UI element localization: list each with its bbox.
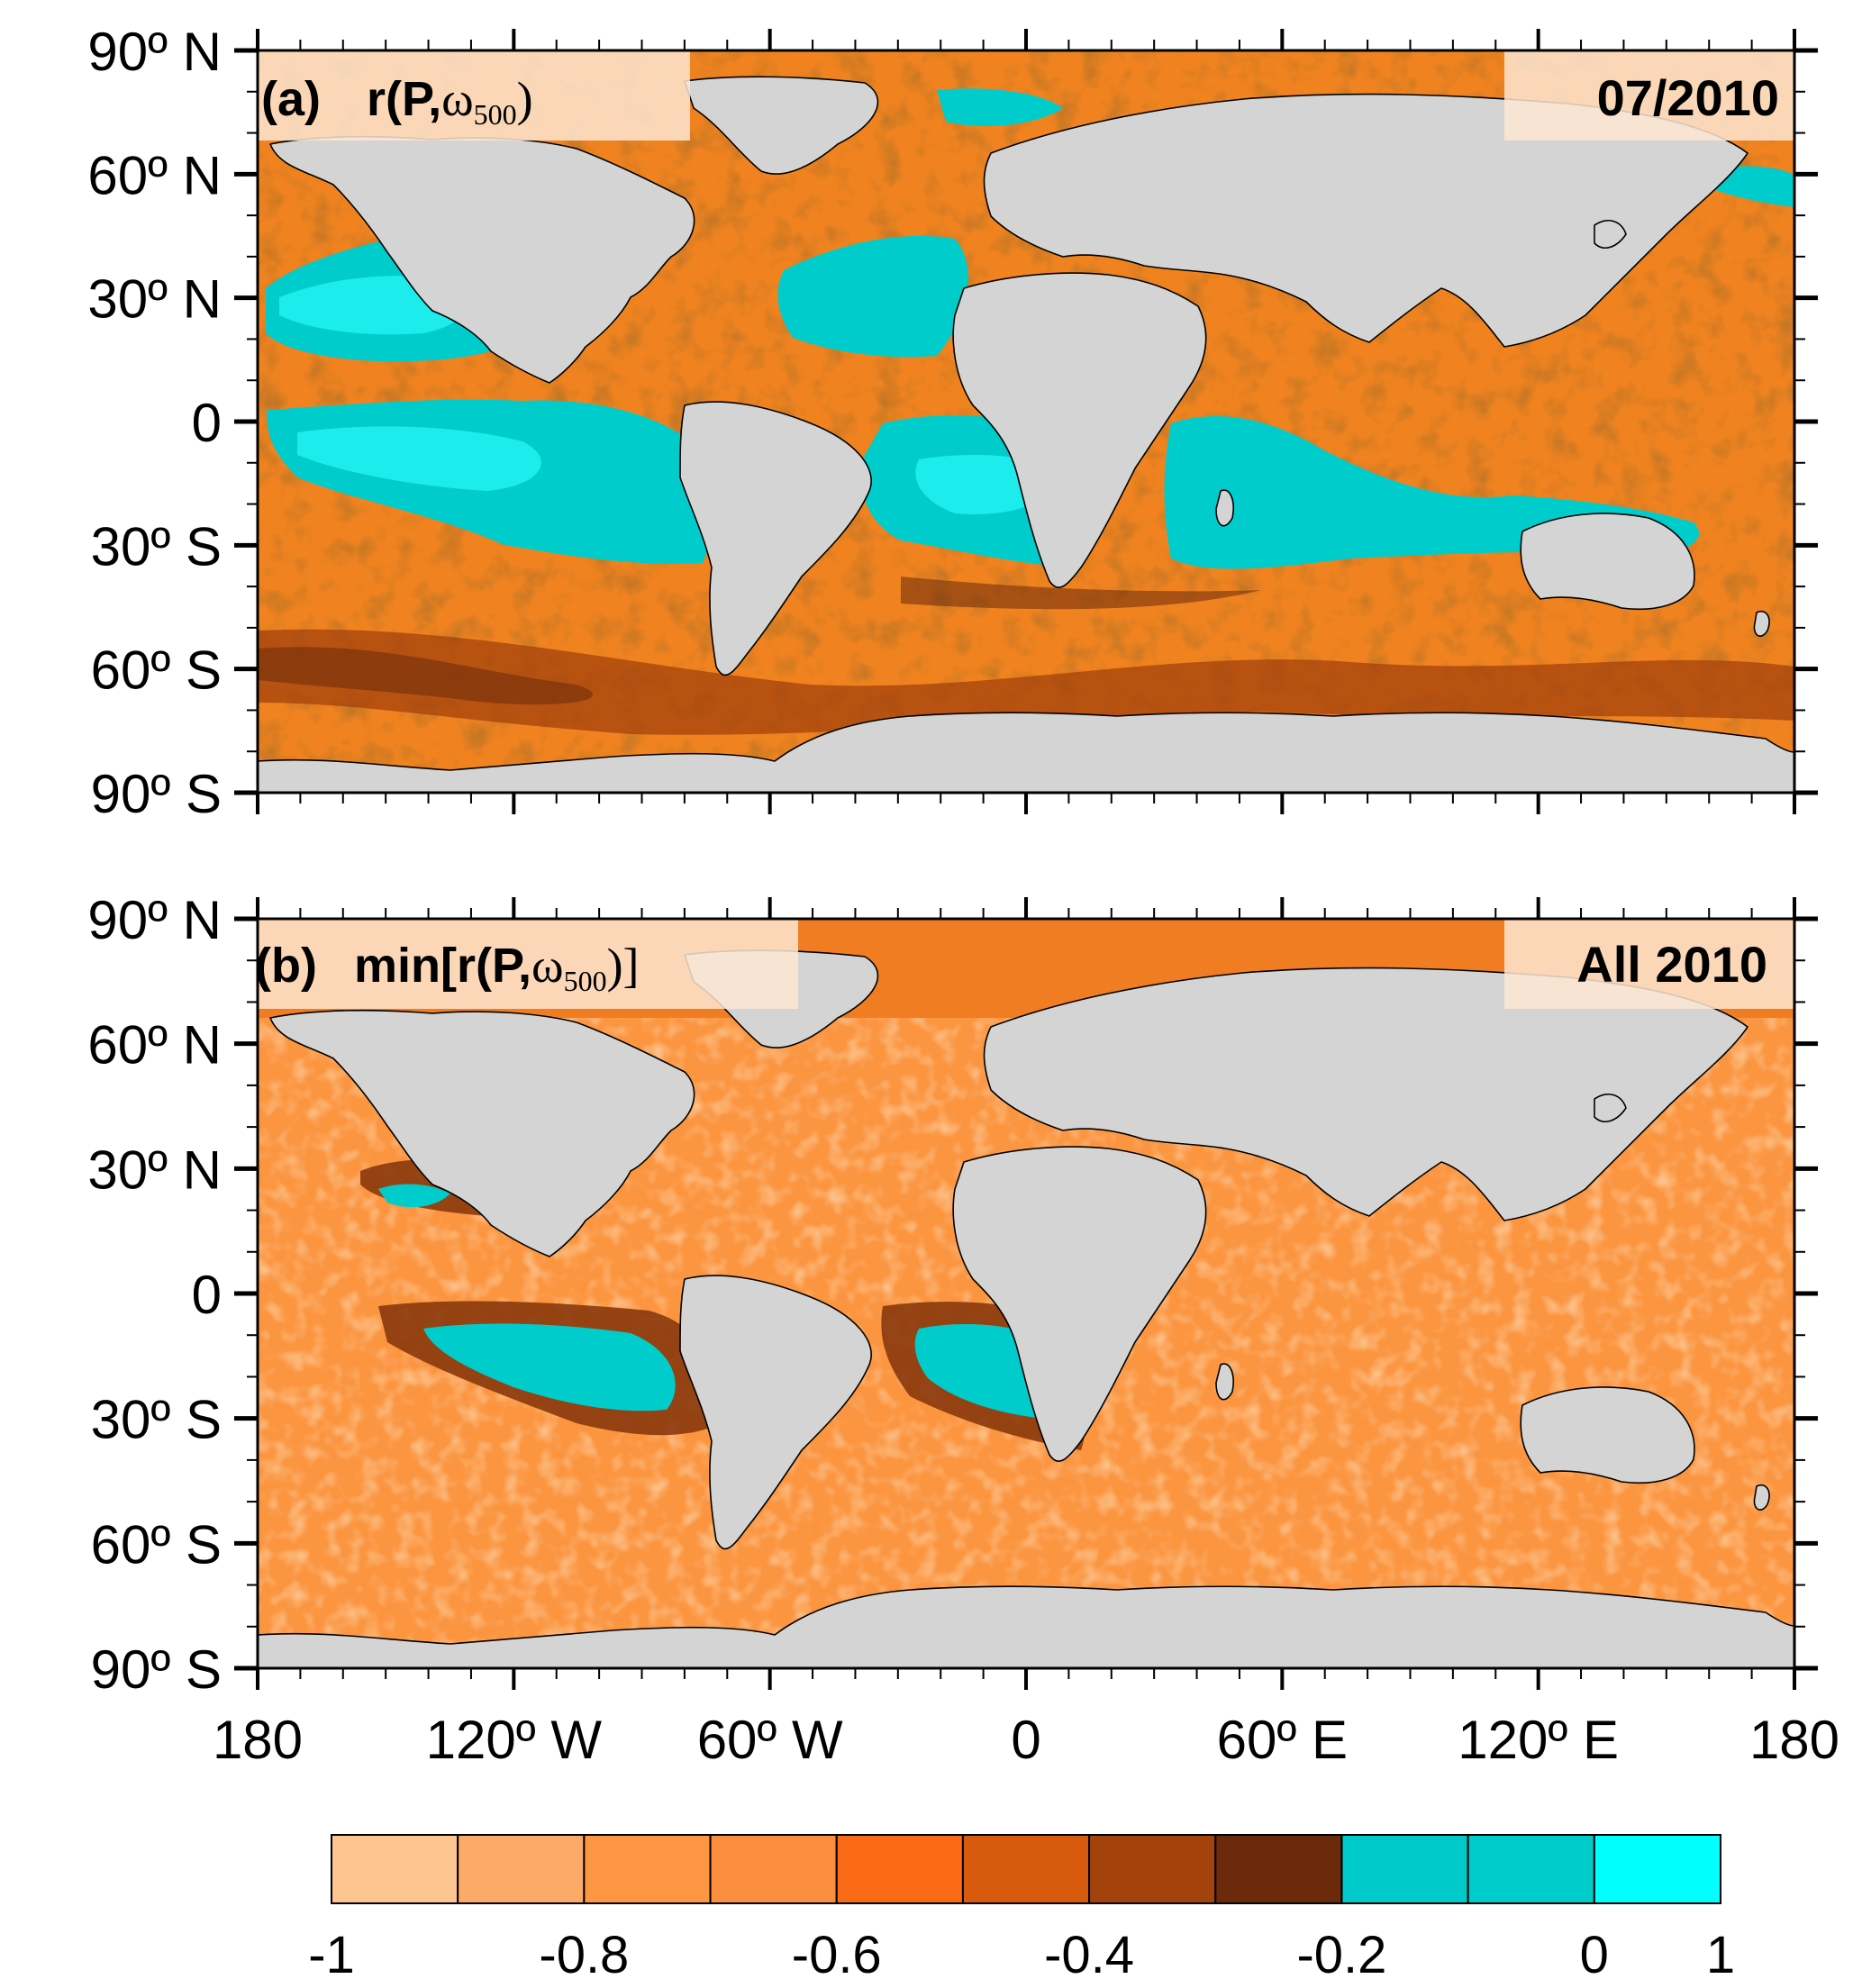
panel-b-north-america	[269, 1009, 695, 1257]
colorbar-label: -0.8	[539, 1926, 629, 1984]
panel-a-south-america	[679, 401, 872, 676]
panel-a-title-omega: ω	[441, 72, 474, 126]
panel-a-label: (a)	[261, 72, 321, 126]
panel-a-lat-label: 90º N	[87, 22, 222, 82]
lon-label: 120º W	[426, 1710, 603, 1770]
panel-a-madagascar	[1215, 489, 1234, 527]
colorbar-swatch	[961, 1834, 1091, 1904]
colorbar-label: 0	[1580, 1926, 1609, 1984]
panel-a-eurasia	[983, 93, 1748, 348]
colorbar-swatch	[1340, 1834, 1469, 1904]
panel-b-lat-label: 60º S	[91, 1514, 222, 1575]
panel-b-title-sub: 500	[564, 965, 607, 997]
panel-b-antarctica	[258, 1585, 1794, 1668]
panel-b-title-omega: ω	[531, 939, 564, 993]
colorbar-swatch	[1214, 1834, 1343, 1904]
panel-b-australia	[1520, 1386, 1695, 1484]
lon-label: 120º E	[1458, 1710, 1619, 1770]
panel-b-title: (b) min[r(P,ω500)]	[255, 939, 640, 997]
colorbar-swatch	[457, 1834, 586, 1904]
panel-b-title-close: )]	[607, 939, 640, 993]
panel-b-japan	[1594, 1094, 1627, 1122]
panel-a-date: 07/2010	[1597, 69, 1779, 126]
panel-a-lat-label: 60º S	[91, 640, 222, 701]
colorbar-swatch	[709, 1834, 838, 1904]
panel-b-lat-label: 60º N	[87, 1015, 222, 1076]
panel-a-title-main: r(P,	[367, 72, 441, 126]
colorbar-label: -0.2	[1296, 1926, 1386, 1984]
panel-b-lat-label: 30º N	[87, 1139, 222, 1200]
panel-b-map	[258, 919, 1794, 1668]
panel-b-africa	[952, 1146, 1207, 1462]
lon-label: 60º E	[1217, 1710, 1348, 1770]
colorbar-label: 1	[1706, 1926, 1735, 1984]
panel-b-date-box	[1504, 919, 1794, 1009]
panel-a-africa	[952, 272, 1207, 588]
panel-b-eurasia	[983, 967, 1748, 1221]
panel-b-lat-label: 30º S	[91, 1390, 222, 1450]
panel-a-lat-label: 90º S	[91, 764, 222, 824]
colorbar-swatch	[1467, 1834, 1595, 1904]
lon-label: 0	[1011, 1710, 1040, 1770]
panel-a-lat-label: 30º N	[87, 269, 222, 330]
colorbar-swatch	[1088, 1834, 1217, 1904]
panel-a-lat-label: 0	[192, 393, 222, 453]
colorbar-label: -0.4	[1044, 1926, 1134, 1984]
colorbar-swatch	[331, 1834, 459, 1904]
colorbar-swatch	[835, 1834, 964, 1904]
colorbar: -1 -0.8 -0.6 -0.4 -0.2 0 1	[308, 1834, 1735, 1984]
panel-b-label: (b)	[255, 939, 317, 993]
panel-b-south-america	[679, 1275, 872, 1550]
panel-b-lat-label: 0	[192, 1265, 222, 1325]
panel-a-map	[258, 50, 1794, 793]
panel-a-antarctica	[258, 712, 1794, 793]
panel-a-greenland	[684, 76, 879, 175]
panel-a-lat-label: 30º S	[91, 516, 222, 576]
panel-b-date: All 2010	[1576, 936, 1767, 993]
panel-b-title-box	[258, 919, 798, 1009]
colorbar-label: -1	[308, 1926, 355, 1984]
panel-a-title-box	[258, 50, 690, 141]
panel-b-lat-label: 90º N	[87, 890, 222, 950]
axes: 90º N 60º N 30º N 0 30º S 60º S 90º S 90º N 60º …	[87, 22, 1839, 1770]
panel-a-southern-dark-band	[258, 629, 1794, 735]
panel-a-land	[258, 76, 1794, 793]
panel-a-title: (a) r(P,ω500)	[261, 72, 533, 131]
panel-a-southern-dark-band-2	[258, 576, 1261, 705]
panel-b-madagascar	[1215, 1363, 1234, 1401]
panel-a-title-close: )	[517, 72, 533, 126]
colorbar-swatch	[583, 1834, 712, 1904]
panel-b-land	[258, 949, 1794, 1668]
panel-b-title-main: min[r(P,	[354, 939, 531, 993]
panel-a-lat-label: 60º N	[87, 145, 222, 205]
panel-b-new-zealand	[1753, 1484, 1770, 1511]
lon-label: 60º W	[697, 1710, 843, 1770]
panel-a-title-sub: 500	[474, 98, 517, 131]
panel-a-date-box	[1504, 50, 1794, 141]
lon-label: 180	[213, 1710, 303, 1770]
panel-a-japan	[1594, 220, 1627, 249]
lon-label: 180	[1749, 1710, 1839, 1770]
colorbar-swatch	[1593, 1834, 1722, 1904]
panel-b-lat-label: 90º S	[91, 1639, 222, 1700]
panel-a-new-zealand	[1753, 611, 1770, 637]
panel-a-australia	[1520, 513, 1695, 611]
colorbar-label: -0.6	[792, 1926, 882, 1984]
